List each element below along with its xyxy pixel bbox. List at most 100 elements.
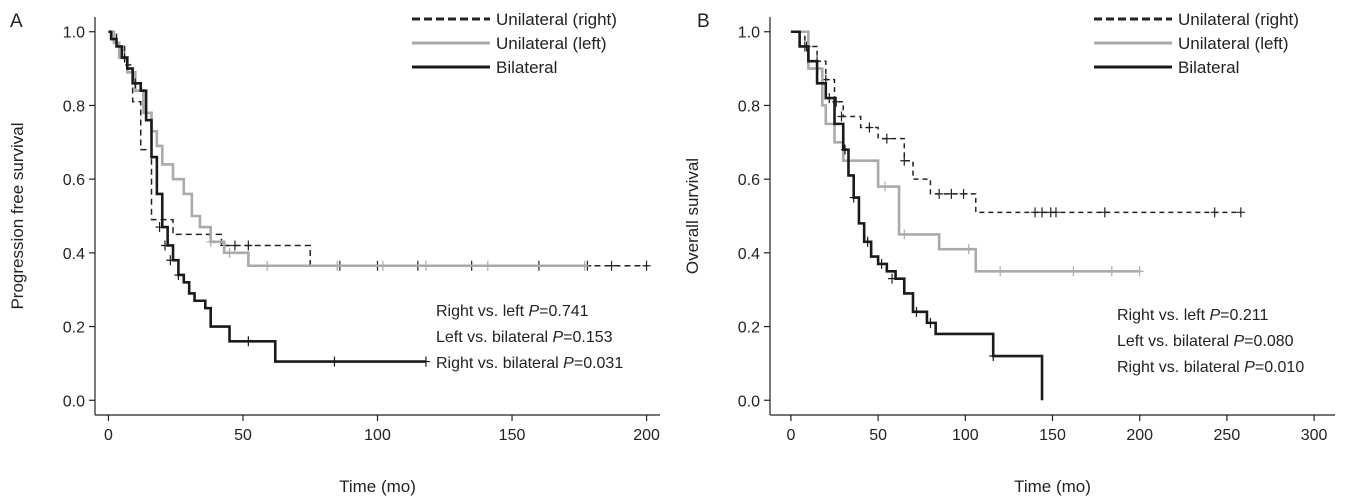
y-tick-label: 0.8 bbox=[63, 98, 85, 115]
censor-mark bbox=[333, 260, 342, 271]
censor-mark bbox=[900, 155, 909, 166]
censor-mark bbox=[160, 240, 169, 251]
censor-mark bbox=[996, 266, 1005, 277]
censor-mark bbox=[206, 236, 215, 247]
censor-mark bbox=[642, 260, 651, 271]
censor-mark bbox=[912, 306, 921, 317]
y-tick-label: 1.0 bbox=[738, 25, 760, 42]
censor-mark bbox=[1107, 266, 1116, 277]
censor-mark bbox=[837, 111, 846, 122]
censor-mark bbox=[166, 255, 175, 266]
y-tick-label: 0.2 bbox=[738, 320, 760, 337]
censor-mark bbox=[1038, 207, 1047, 218]
legend-label: Bilateral bbox=[496, 58, 557, 77]
y-tick-label: 0.6 bbox=[738, 172, 760, 189]
censor-mark bbox=[877, 258, 886, 269]
x-tick-label: 150 bbox=[499, 427, 526, 444]
legend-label: Bilateral bbox=[1178, 58, 1239, 77]
censor-mark bbox=[865, 122, 874, 133]
censor-mark bbox=[1236, 207, 1245, 218]
y-axis-title: Progression free survival bbox=[8, 122, 27, 309]
x-tick-label: 0 bbox=[104, 427, 113, 444]
x-tick-label: 200 bbox=[633, 427, 660, 444]
censor-mark bbox=[863, 236, 872, 247]
censor-mark bbox=[840, 144, 849, 155]
p-value-annotation: Right vs. bilateral P=0.010 bbox=[1117, 359, 1304, 376]
censor-mark bbox=[120, 52, 129, 63]
legend-label: Unilateral (left) bbox=[1178, 34, 1289, 53]
series-line bbox=[790, 30, 1044, 401]
legend-label: Unilateral (right) bbox=[1178, 10, 1299, 29]
legend-label: Unilateral (right) bbox=[496, 10, 617, 29]
censor-mark bbox=[849, 192, 858, 203]
censor-mark bbox=[947, 188, 956, 199]
y-tick-label: 1.0 bbox=[63, 25, 85, 42]
censor-mark bbox=[825, 93, 834, 104]
censor-mark bbox=[989, 351, 998, 362]
y-tick-label: 0.8 bbox=[738, 98, 760, 115]
censor-mark bbox=[225, 247, 234, 258]
x-tick-label: 200 bbox=[1126, 427, 1153, 444]
censor-mark bbox=[888, 273, 897, 284]
y-tick-label: 0.2 bbox=[63, 320, 85, 337]
censor-mark bbox=[1135, 266, 1144, 277]
p-value-annotation: Right vs. left P=0.741 bbox=[436, 303, 589, 320]
censor-mark bbox=[607, 260, 616, 271]
censor-mark bbox=[900, 229, 909, 240]
censor-mark bbox=[926, 317, 935, 328]
x-tick-label: 0 bbox=[786, 427, 795, 444]
censor-mark bbox=[964, 244, 973, 255]
p-value-annotation: Left vs. bilateral P=0.080 bbox=[1117, 333, 1294, 350]
y-tick-label: 0.4 bbox=[738, 246, 760, 263]
censor-mark bbox=[155, 222, 164, 233]
x-tick-label: 250 bbox=[1214, 427, 1241, 444]
y-tick-label: 0.0 bbox=[738, 393, 760, 410]
censor-mark bbox=[935, 188, 944, 199]
panel-label: B bbox=[697, 11, 710, 32]
censor-mark bbox=[131, 78, 140, 89]
x-tick-label: 100 bbox=[952, 427, 979, 444]
censor-mark bbox=[881, 181, 890, 192]
censor-mark bbox=[800, 41, 809, 52]
p-value-annotation: Right vs. bilateral P=0.031 bbox=[436, 355, 623, 372]
x-tick-label: 300 bbox=[1301, 427, 1328, 444]
censor-mark bbox=[421, 260, 430, 271]
censor-mark bbox=[1069, 266, 1078, 277]
panel-label: A bbox=[10, 11, 23, 32]
x-tick-label: 100 bbox=[364, 427, 391, 444]
y-axis-title: Overall survival bbox=[683, 158, 702, 274]
legend-label: Unilateral (left) bbox=[496, 34, 607, 53]
censor-mark bbox=[1031, 207, 1040, 218]
series-line bbox=[108, 30, 426, 363]
x-axis-title: Time (mo) bbox=[1014, 477, 1091, 496]
censor-mark bbox=[882, 133, 891, 144]
censor-mark bbox=[330, 356, 339, 367]
censor-mark bbox=[421, 356, 430, 367]
censor-mark bbox=[263, 260, 272, 271]
panel-b: B 0.0 0.2 0.4 0.6 0.8 1.0 0 50 100 150 200 250 300 Tim… bbox=[683, 10, 1335, 496]
y-tick-label: 0.6 bbox=[63, 172, 85, 189]
censor-mark bbox=[1100, 207, 1109, 218]
x-tick-label: 150 bbox=[1039, 427, 1066, 444]
censor-mark bbox=[580, 260, 589, 271]
panel-a: A 0.0 0.2 0.4 0.6 0.8 1.0 0 50 100 150 200 Time (mo)… bbox=[8, 10, 660, 496]
p-value-annotation: Right vs. left P=0.211 bbox=[1117, 307, 1268, 324]
censor-mark bbox=[483, 260, 492, 271]
censor-mark bbox=[230, 240, 239, 251]
series-line bbox=[790, 30, 1140, 273]
censor-mark bbox=[378, 260, 387, 271]
x-tick-label: 50 bbox=[234, 427, 252, 444]
censor-mark bbox=[1051, 207, 1060, 218]
y-tick-label: 0.0 bbox=[63, 393, 85, 410]
censor-mark bbox=[174, 269, 183, 280]
series-line bbox=[790, 30, 1241, 214]
x-axis-title: Time (mo) bbox=[339, 477, 416, 496]
censor-mark bbox=[959, 188, 968, 199]
censor-mark bbox=[244, 336, 253, 347]
series-line bbox=[108, 30, 647, 267]
x-tick-label: 50 bbox=[869, 427, 887, 444]
y-tick-label: 0.4 bbox=[63, 246, 85, 263]
censor-mark bbox=[1210, 207, 1219, 218]
p-value-annotation: Left vs. bilateral P=0.153 bbox=[436, 329, 613, 346]
